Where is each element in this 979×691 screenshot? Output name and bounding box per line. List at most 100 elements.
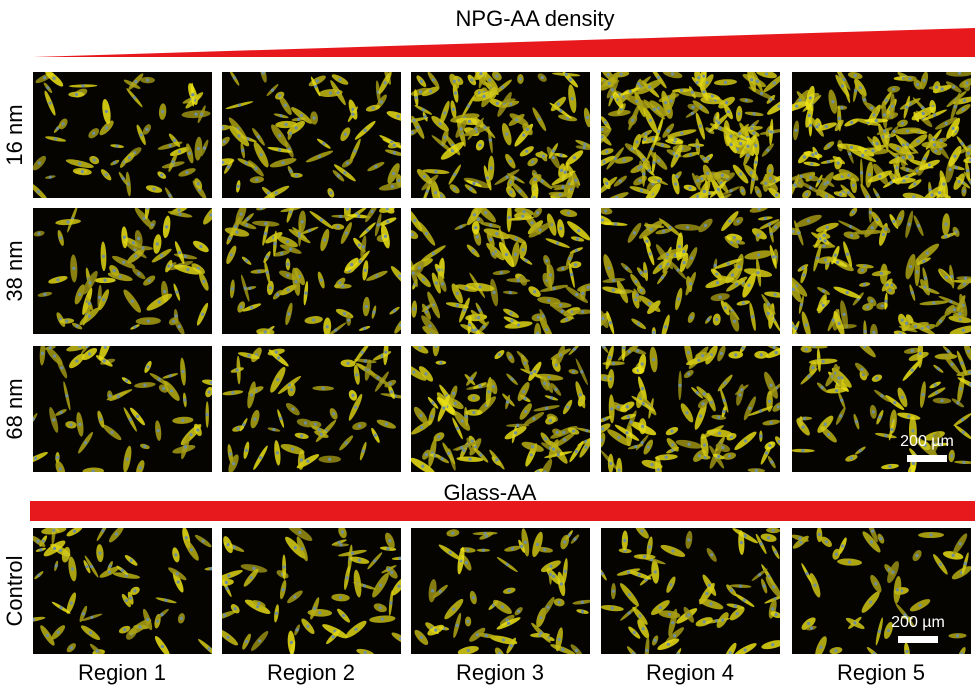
nucleus (607, 266, 611, 270)
nucleus (622, 346, 626, 350)
nucleus (321, 386, 325, 390)
nucleus (932, 301, 936, 305)
nucleus (172, 138, 177, 143)
nucleus (812, 346, 816, 348)
nucleus (108, 564, 112, 568)
nucleus (946, 349, 950, 353)
nucleus (505, 175, 509, 179)
nucleus (884, 299, 888, 303)
nucleus (741, 346, 745, 350)
nucleus (361, 449, 365, 453)
nucleus (516, 278, 520, 282)
scale-bars: 200 µm 200 µm (891, 433, 954, 643)
nucleus (261, 72, 265, 75)
nucleus (639, 165, 643, 169)
nucleus (177, 324, 181, 329)
nucleus (608, 321, 612, 325)
nucleus (226, 543, 230, 547)
nucleus (507, 589, 511, 593)
nucleus (893, 400, 897, 405)
nucleus (104, 126, 109, 130)
nucleus (277, 356, 281, 360)
nucleus (953, 154, 957, 158)
nucleus (543, 381, 547, 385)
nucleus (535, 542, 540, 547)
nucleus (363, 650, 367, 654)
nucleus (104, 109, 109, 114)
nucleus (667, 612, 672, 616)
nucleus (866, 305, 870, 309)
nucleus (714, 619, 719, 623)
nucleus (815, 256, 819, 260)
nucleus (960, 142, 964, 146)
nucleus (277, 134, 282, 138)
nucleus (713, 263, 717, 268)
nucleus (563, 438, 567, 442)
nucleus (754, 143, 758, 148)
nucleus (520, 544, 524, 548)
nucleus (878, 174, 882, 179)
nucleus (759, 434, 763, 438)
nucleus (935, 85, 939, 89)
nucleus (272, 427, 276, 432)
nucleus (137, 272, 141, 276)
nucleus (541, 154, 546, 158)
nucleus (52, 76, 56, 80)
nucleus (645, 239, 649, 243)
nucleus (766, 302, 771, 306)
nucleus (833, 253, 837, 257)
nucleus (752, 131, 756, 135)
nucleus (751, 315, 755, 319)
nucleus (529, 453, 533, 457)
nucleus (838, 192, 843, 196)
nucleus (33, 617, 36, 622)
nucleus (811, 153, 815, 157)
nucleus (879, 537, 883, 541)
nucleus (156, 429, 160, 433)
nucleus (78, 162, 82, 166)
nucleus (244, 448, 248, 452)
nucleus (908, 77, 912, 81)
nucleus (572, 347, 576, 351)
nucleus (245, 259, 249, 263)
nucleus (143, 383, 147, 387)
glass-label: Glass-AA (444, 480, 537, 505)
nucleus (861, 153, 865, 158)
nucleus (831, 100, 835, 104)
nucleus (499, 270, 503, 275)
nucleus (39, 548, 43, 552)
nucleus (664, 101, 668, 105)
nucleus (471, 249, 475, 253)
nucleus (196, 147, 201, 151)
nucleus (717, 454, 721, 459)
nucleus (548, 273, 553, 277)
nucleus (724, 101, 729, 105)
nucleus (734, 353, 738, 357)
nucleus (563, 569, 567, 573)
nucleus (453, 172, 457, 177)
nucleus (677, 297, 681, 301)
micrograph (411, 346, 590, 472)
nucleus (176, 580, 180, 584)
nucleus (913, 324, 918, 328)
nucleus (756, 233, 760, 237)
nucleus (950, 454, 954, 458)
nucleus (898, 332, 902, 334)
nucleus (719, 351, 724, 356)
nucleus (834, 552, 838, 556)
panels (33, 72, 971, 654)
nucleus (551, 447, 556, 451)
nucleus (274, 350, 278, 354)
nucleus (900, 318, 904, 322)
nucleus (181, 418, 185, 422)
nucleus (543, 548, 547, 552)
nucleus (718, 126, 722, 130)
nucleus (877, 629, 881, 634)
nucleus (424, 231, 429, 236)
nucleus (179, 616, 184, 620)
nucleus (726, 110, 731, 114)
nucleus (805, 192, 809, 196)
nucleus (677, 244, 682, 249)
nucleus (489, 166, 493, 170)
nucleus (743, 534, 747, 538)
